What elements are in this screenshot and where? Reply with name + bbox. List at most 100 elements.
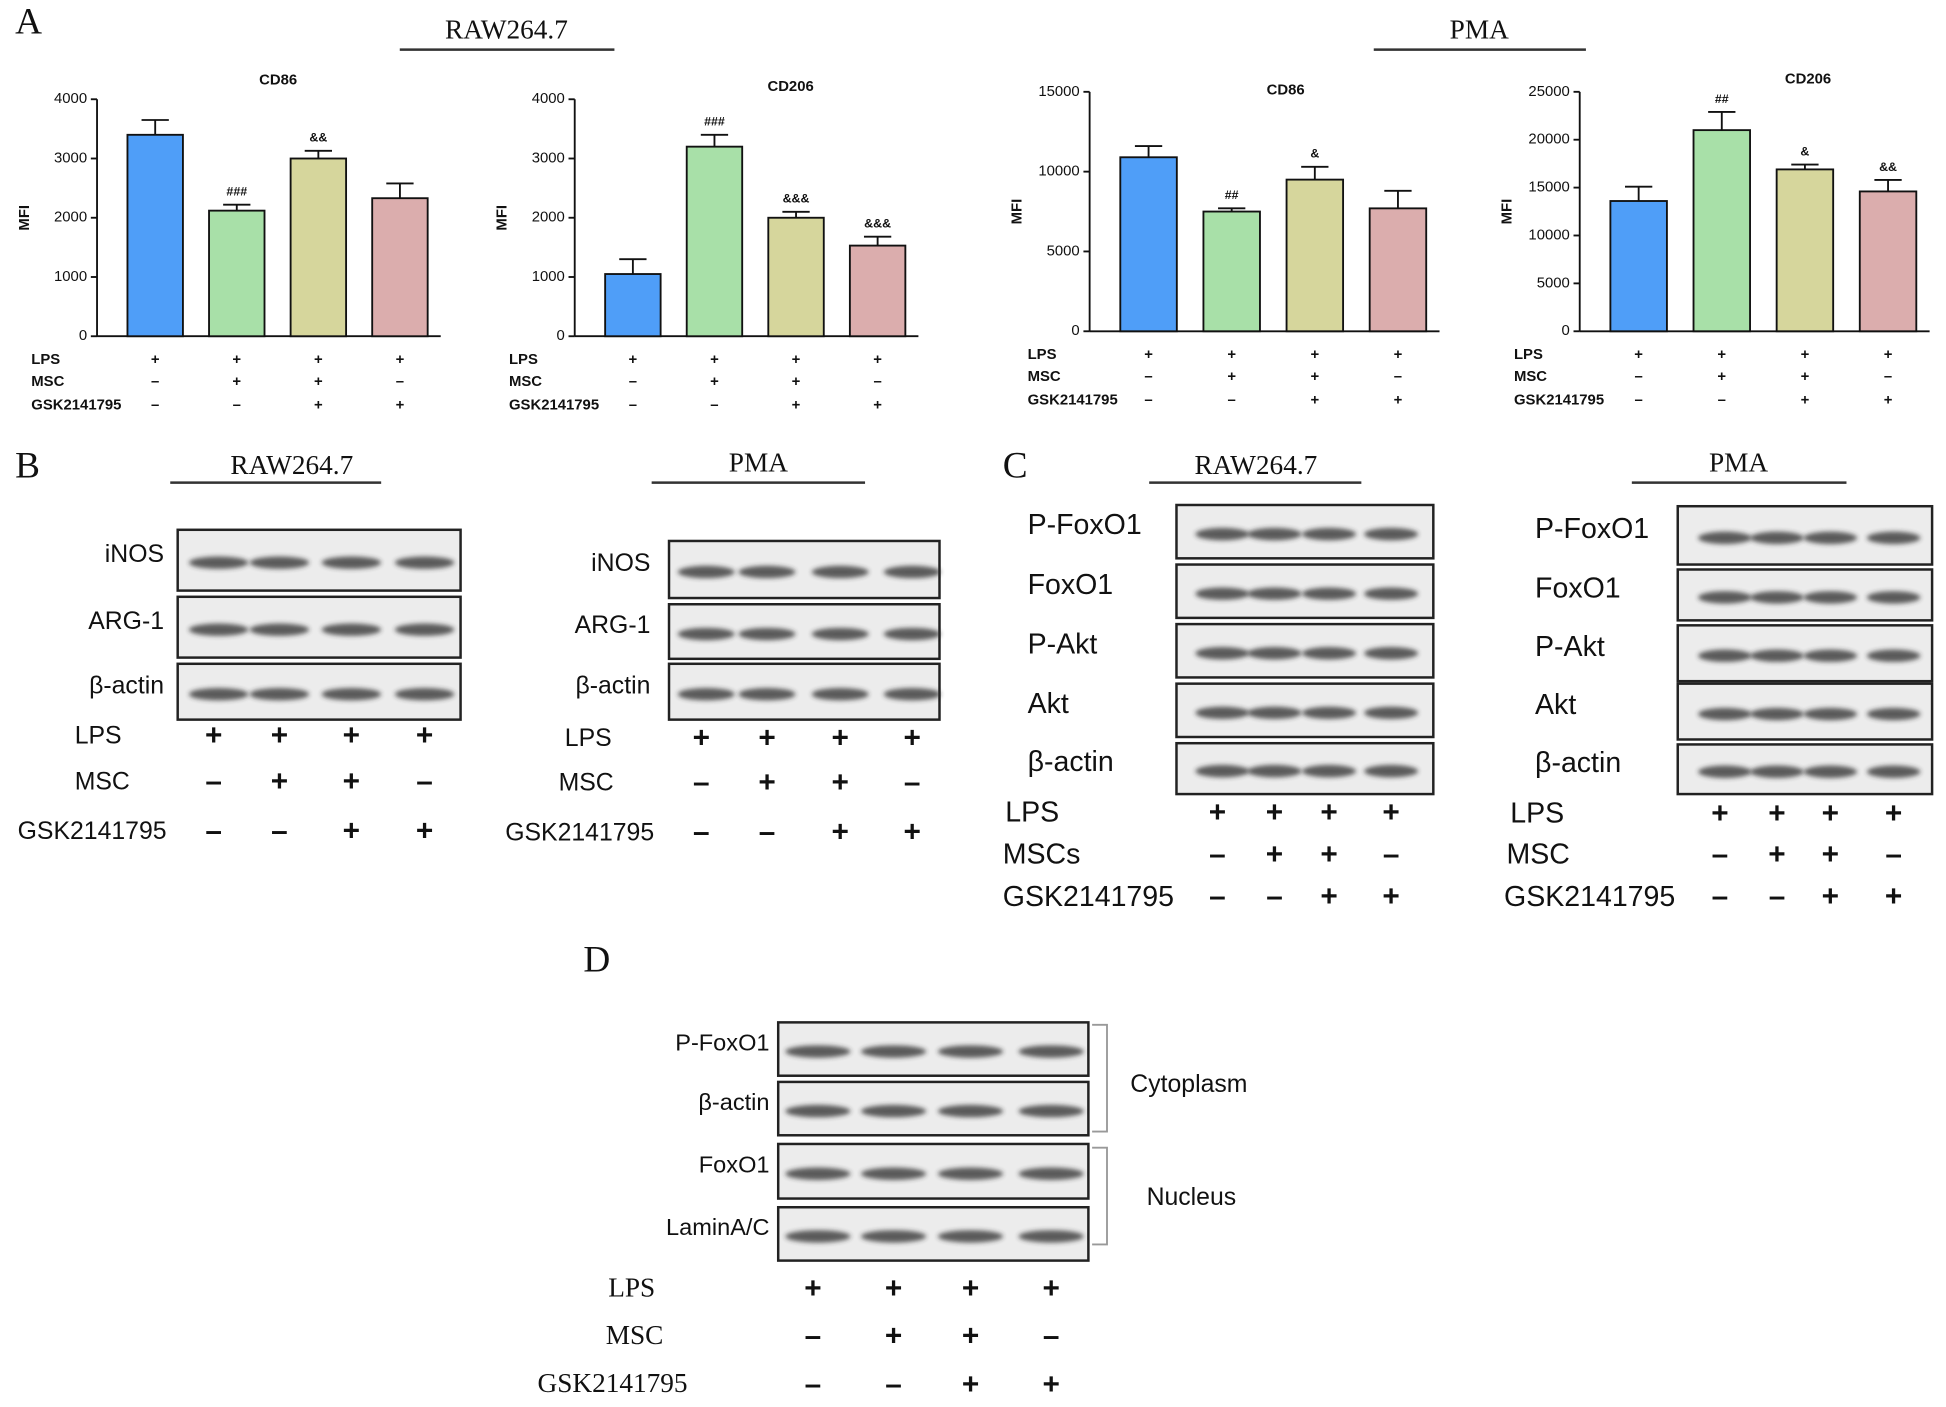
bracket [1092,1146,1108,1246]
condition-sign: + [232,374,241,390]
condition-sign: – [151,374,159,390]
y-tick-label: 15000 [1528,180,1569,196]
condition-label: LPS [1510,798,1564,830]
blot-band [677,627,735,641]
blot-row-label: ARG-1 [88,608,164,635]
bar [604,273,662,338]
y-tick-label: 10000 [1038,164,1079,180]
blot-band [1018,1167,1084,1180]
significance-label: &&& [783,192,810,206]
condition-label: GSK2141795 [1028,393,1118,409]
y-tick-label: 5000 [1047,243,1080,259]
blot-band [1364,706,1419,720]
condition-sign: + [314,352,323,368]
bar [685,145,744,338]
condition-sign: + [1711,797,1728,830]
condition-sign: – [1144,369,1152,385]
condition-sign: + [873,352,882,368]
condition-sign: + [1822,880,1839,913]
condition-label: MSCs [1003,839,1081,871]
condition-sign: – [1383,838,1400,871]
blot-band [1750,649,1804,662]
condition-sign: + [962,1319,979,1352]
condition-label: LPS [31,352,60,368]
blot-band [738,565,796,579]
condition-label: MSC [1514,369,1547,385]
y-tick-label: 0 [1562,323,1570,339]
significance-label: ### [226,185,247,199]
condition-sign: – [1209,838,1226,871]
condition-sign: – [396,374,404,390]
blot-row-label: P-FoxO1 [1028,509,1142,541]
condition-sign: + [873,398,882,414]
condition-sign: + [1885,880,1902,913]
blot-band [1803,591,1858,604]
condition-sign: – [1769,880,1786,913]
condition-sign: + [1634,347,1643,363]
blot-band [249,556,310,569]
significance-label: & [1310,147,1319,161]
blot-band [861,1167,927,1180]
condition-sign: – [1712,880,1729,913]
chart-title: CD86 [1267,83,1305,99]
condition-label: GSK2141795 [18,818,167,845]
condition-sign: + [314,374,323,390]
blot-band [1750,531,1804,545]
blot-row-label: P-FoxO1 [675,1029,769,1055]
blot-row-label: FoxO1 [1028,569,1114,601]
error-bar [782,210,810,218]
blot-band [1866,707,1921,721]
condition-sign: + [758,766,775,799]
panel-label: C [1003,446,1028,487]
blot-band [1247,587,1302,600]
blot-band [188,687,249,701]
bar [1119,156,1178,333]
blot-band [1195,527,1250,541]
blot-band [1247,764,1302,778]
significance-label: &&& [864,217,891,231]
blot-band [937,1104,1004,1118]
condition-label: GSK2141795 [1504,881,1675,913]
blot-band [811,565,869,579]
error-bar [1791,163,1819,170]
y-tick-label: 20000 [1528,132,1569,148]
blot-band [811,627,869,641]
blot-band [937,1045,1004,1058]
error-bar [1301,165,1329,180]
condition-sign: – [1228,393,1236,409]
error-bar [1384,189,1412,209]
condition-sign: – [759,816,776,849]
condition-sign: + [832,816,849,849]
condition-sign: – [1884,369,1892,385]
condition-sign: + [416,719,433,752]
y-tick-label: 1000 [54,269,87,285]
significance-label: ### [704,115,725,129]
condition-sign: + [1310,393,1319,409]
condition-label: GSK2141795 [1514,393,1604,409]
condition-sign: + [1042,1272,1059,1305]
condition-sign: + [396,398,405,414]
chart-title: CD86 [259,73,297,89]
condition-sign: + [1717,347,1726,363]
blot-band [1698,591,1752,604]
blot-band [1195,764,1250,778]
condition-sign: + [205,719,222,752]
y-tick-label: 25000 [1528,84,1569,100]
blot-band [1302,527,1357,541]
error-bar [700,133,729,147]
y-tick-label: 5000 [1537,275,1570,291]
condition-sign: + [1227,369,1236,385]
blot-band [738,627,796,641]
significance-label: && [1879,160,1897,174]
error-bar [1708,110,1736,131]
blot-row-label: FoxO1 [1535,573,1621,605]
condition-label: GSK2141795 [505,819,654,846]
condition-sign: + [1042,1368,1059,1401]
blot-row-label: Akt [1028,688,1069,720]
condition-label: MSC [31,374,64,390]
y-tick-label: 4000 [54,91,87,107]
condition-sign: – [151,398,159,414]
condition-label: LPS [1005,796,1059,828]
blot-band [321,556,382,569]
